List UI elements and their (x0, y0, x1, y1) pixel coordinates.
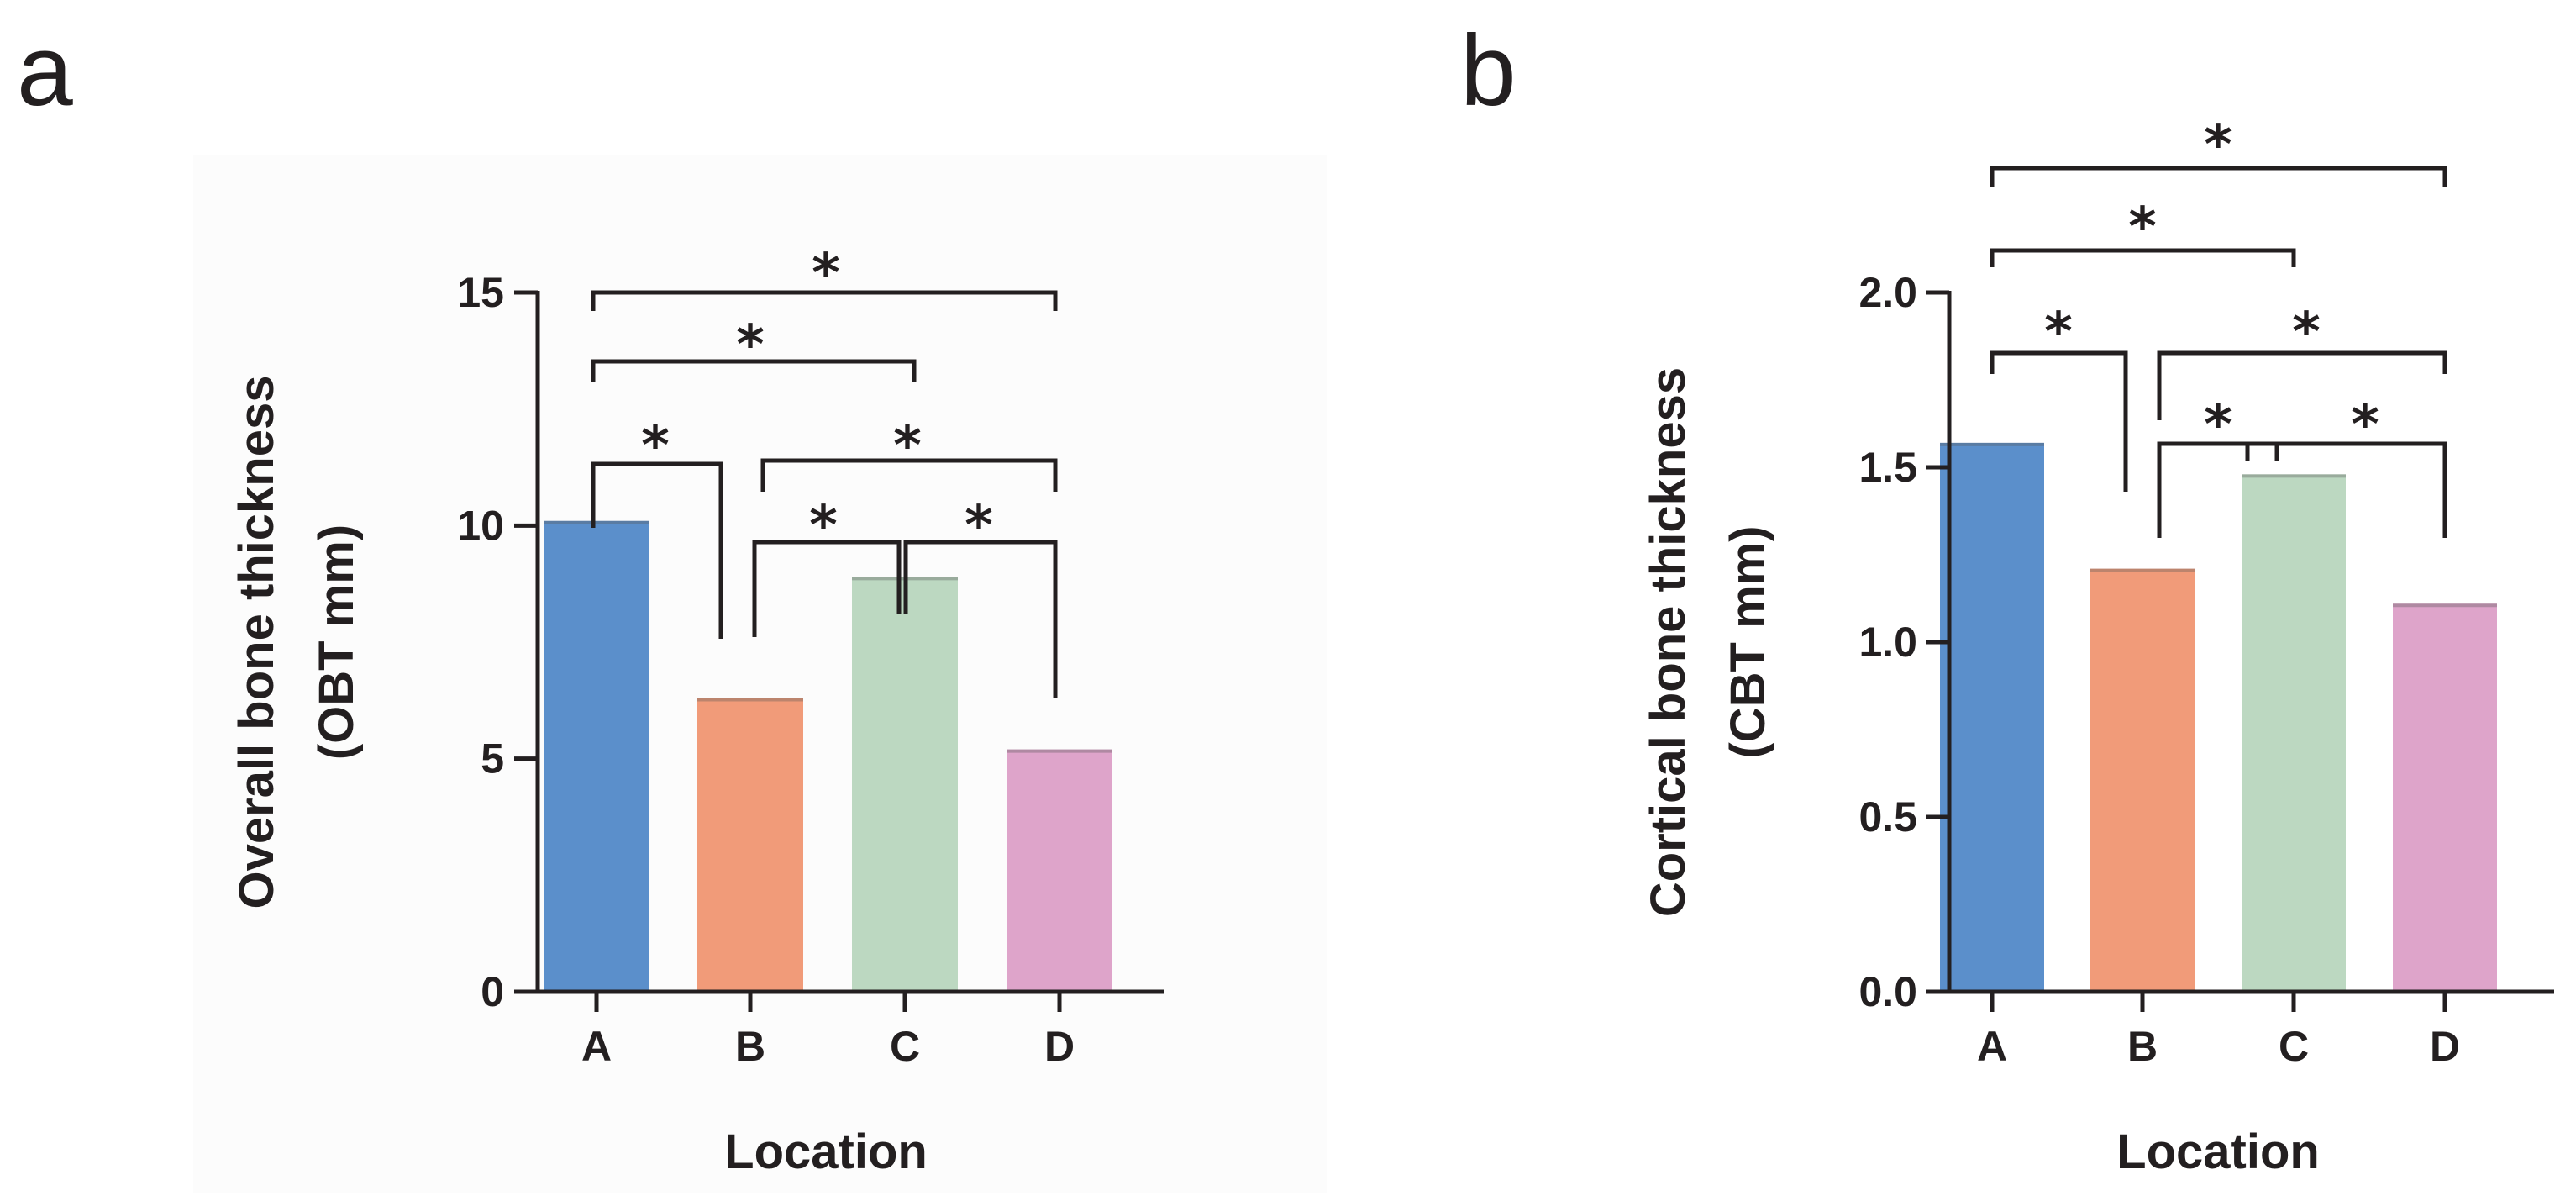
significance-bracket (591, 290, 1058, 311)
significance-star: * (2128, 197, 2156, 259)
significance-star: * (2292, 302, 2320, 364)
x-tick-label: D (2430, 1023, 2460, 1070)
bar-d (1007, 749, 1112, 992)
bar-b (2090, 568, 2195, 992)
bar-c (2242, 474, 2346, 992)
x-tick-label: D (1044, 1023, 1075, 1070)
y-axis-title-line: Cortical bone thickness (1641, 367, 1695, 917)
significance-star: * (893, 415, 921, 477)
significance-bracket (1990, 350, 2128, 492)
significance-bracket (591, 359, 917, 382)
y-tick-label: 0 (481, 968, 504, 1015)
chart-panel-b: b 0.0 0.5 1.0 1.5 2.0 A B C D Location Cortical bon… (1460, 14, 2554, 1179)
significance-star: * (641, 415, 669, 477)
y-tick-label: 10 (457, 502, 504, 549)
x-tick-label: B (2127, 1023, 2158, 1070)
bar-c (852, 577, 958, 992)
y-tick-label: 0.0 (1858, 968, 1917, 1015)
significance-bracket (2157, 350, 2447, 420)
x-tick-label: C (890, 1023, 920, 1070)
x-axis-title: Location (2116, 1125, 2320, 1179)
significance-star: * (812, 243, 839, 305)
significance-bracket (2245, 441, 2447, 538)
bar-b (697, 698, 803, 992)
bar-d (2393, 603, 2497, 992)
panel-letter: a (17, 14, 73, 127)
significance-bracket (760, 458, 1058, 492)
significance-bracket (591, 461, 723, 639)
x-axis-title: Location (724, 1125, 928, 1179)
significance-bracket (752, 540, 902, 637)
significance-star: * (2204, 394, 2232, 456)
y-tick-label: 1.5 (1858, 444, 1917, 491)
x-tick-label: B (735, 1023, 765, 1070)
significance-bracket (1990, 166, 2447, 187)
chart-panel-a: a 0 5 10 15 A B C D Location Overall bone thicknes… (17, 14, 1164, 1179)
significance-star: * (2204, 114, 2232, 177)
significance-star: * (965, 495, 992, 557)
y-axis-title-line: Overall bone thickness (229, 375, 284, 909)
significance-star: * (809, 495, 837, 557)
y-tick-label: 2.0 (1858, 269, 1917, 316)
y-axis-title-line: (OBT mm) (309, 524, 364, 760)
panel-letter: b (1460, 14, 1517, 127)
significance-star: * (736, 314, 764, 377)
bar-a (544, 520, 649, 992)
y-tick-label: 0.5 (1858, 793, 1917, 840)
y-tick-label: 5 (481, 735, 504, 782)
significance-bracket (903, 540, 1058, 698)
panel-a-background (193, 155, 1327, 1193)
y-tick-label: 15 (457, 269, 504, 316)
significance-bracket (1990, 248, 2296, 267)
x-tick-label: A (1977, 1023, 2007, 1070)
significance-star: * (2044, 302, 2072, 364)
bar-a (1940, 442, 2044, 992)
y-tick-label: 1.0 (1858, 619, 1917, 666)
significance-star: * (2351, 394, 2379, 456)
y-axis-title-line: (CBT mm) (1721, 525, 1775, 758)
x-tick-label: A (581, 1023, 612, 1070)
x-tick-label: C (2279, 1023, 2309, 1070)
significance-bracket (2157, 441, 2279, 538)
